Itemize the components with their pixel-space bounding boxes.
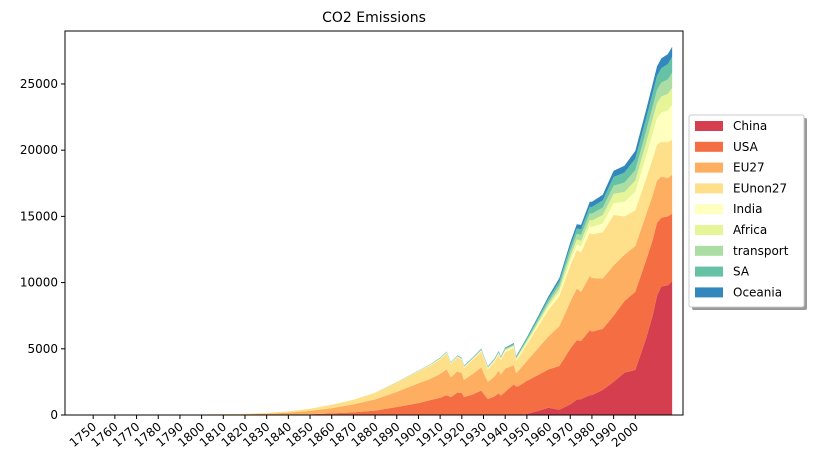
- stacked-areas: [93, 46, 673, 415]
- legend-label-transport: transport: [733, 244, 789, 258]
- area-series-china: [93, 281, 673, 415]
- chart-title: CO2 Emissions: [322, 10, 426, 26]
- legend-label-oceania: Oceania: [733, 285, 782, 299]
- y-tick-label: 15000: [20, 209, 58, 223]
- plot-frame: [64, 30, 684, 416]
- legend-label-china: China: [733, 119, 767, 133]
- y-axis: 0 5000 10000 15000 20000 25000: [20, 77, 65, 422]
- legend-swatch-eu27: [695, 162, 723, 173]
- area-series-eunon27: [93, 139, 673, 415]
- legend-swatch-usa: [695, 141, 723, 152]
- y-tick-label: 0: [50, 408, 58, 422]
- legend-label-eunon27: EUnon27: [733, 181, 787, 195]
- y-tick-label: 25000: [20, 77, 58, 91]
- legend-label-africa: Africa: [733, 223, 767, 237]
- y-tick-label: 10000: [20, 276, 58, 290]
- legend-swatch-sa: [695, 266, 723, 277]
- legend-label-usa: USA: [733, 140, 759, 154]
- legend-swatch-eunon27: [695, 183, 723, 194]
- y-tick-label: 20000: [20, 143, 58, 157]
- legend-swatch-transport: [695, 245, 723, 256]
- legend-swatch-india: [695, 204, 723, 215]
- legend-swatch-africa: [695, 225, 723, 235]
- legend-swatch-oceania: [695, 287, 723, 298]
- legend-label-india: India: [733, 202, 762, 216]
- legend: China USA EU27 EUnon27 India Africa transport S…: [688, 114, 807, 310]
- legend-swatch-china: [695, 121, 723, 131]
- legend-label-eu27: EU27: [733, 161, 765, 175]
- legend-label-sa: SA: [733, 265, 750, 279]
- x-axis: 1750176017701780179018001810182018301840…: [67, 415, 641, 450]
- y-tick-label: 5000: [27, 342, 58, 356]
